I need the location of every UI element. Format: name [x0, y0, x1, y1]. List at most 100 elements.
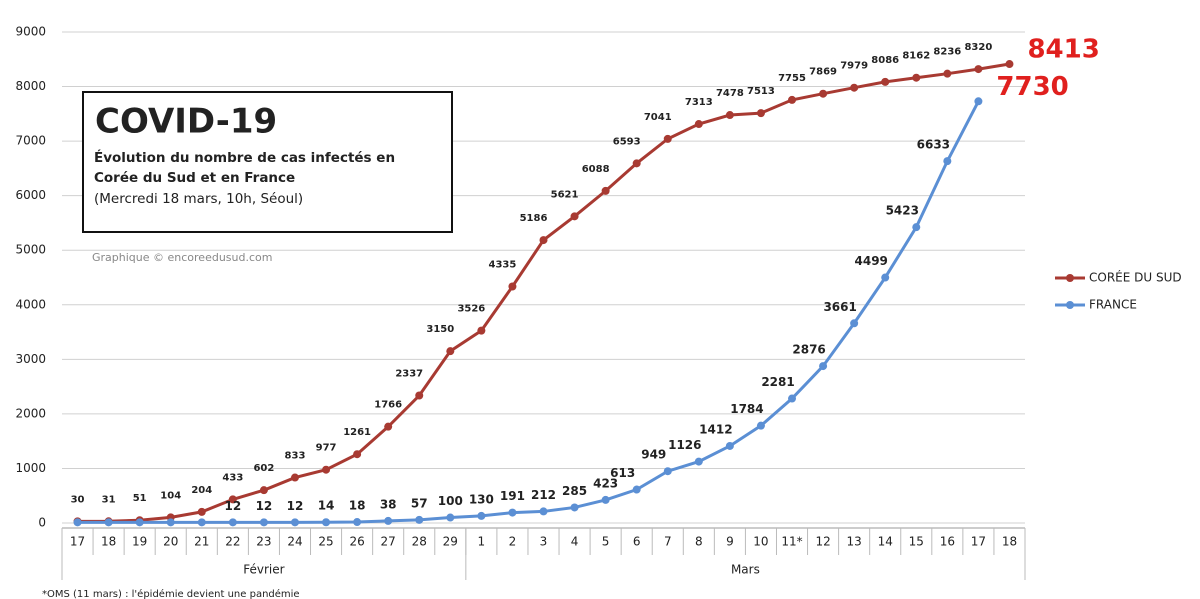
data-point — [384, 516, 393, 525]
data-point — [477, 511, 486, 520]
x-tick-label: 11* — [781, 535, 802, 549]
data-point — [694, 457, 703, 466]
y-tick-label: 0 — [38, 516, 46, 530]
group-label: Février — [243, 563, 284, 577]
chart-note: (Mercredi 18 mars, 10h, Séoul) — [94, 191, 303, 207]
value-label: 423 — [593, 476, 618, 490]
value-label: 130 — [469, 492, 494, 506]
value-label: 2281 — [761, 375, 794, 389]
data-point — [850, 83, 859, 92]
data-point — [290, 518, 299, 527]
x-tick-label: 7 — [664, 535, 672, 549]
data-point — [912, 223, 921, 232]
data-point — [756, 109, 765, 118]
data-point — [788, 95, 797, 104]
data-point — [943, 69, 952, 78]
data-point — [601, 186, 610, 195]
value-label: 4335 — [489, 260, 517, 271]
value-label: 38 — [380, 497, 397, 511]
value-label: 2337 — [395, 369, 423, 380]
x-tick-label: 19 — [132, 535, 147, 549]
value-label: 7755 — [778, 73, 806, 84]
y-tick-label: 6000 — [15, 188, 46, 202]
data-point — [353, 450, 362, 459]
data-point — [322, 465, 331, 474]
data-point — [259, 518, 268, 527]
credit: Graphique © encoreedusud.com — [92, 251, 272, 264]
value-label: 1784 — [730, 402, 763, 416]
value-label: 5186 — [520, 213, 548, 224]
y-tick-label: 1000 — [15, 461, 46, 475]
y-tick-label: 5000 — [15, 243, 46, 257]
data-point — [322, 518, 331, 527]
data-point — [663, 467, 672, 476]
data-point — [850, 319, 859, 328]
legend-label: CORÉE DU SUD — [1089, 270, 1182, 285]
value-label: 7478 — [716, 88, 744, 99]
data-point — [912, 73, 921, 82]
value-label: 1261 — [343, 427, 371, 438]
data-point — [508, 508, 517, 517]
y-tick-label: 3000 — [15, 352, 46, 366]
x-tick-label: 5 — [602, 535, 610, 549]
x-tick-label: 15 — [909, 535, 924, 549]
data-point — [819, 362, 828, 371]
x-tick-label: 13 — [847, 535, 862, 549]
data-point — [725, 111, 734, 120]
x-tick-label: 3 — [540, 535, 548, 549]
value-label: 3661 — [823, 300, 856, 314]
y-tick-label: 9000 — [15, 25, 46, 39]
x-tick-label: 21 — [194, 535, 209, 549]
x-tick-label: 17 — [70, 535, 85, 549]
chart-subtitle: Évolution du nombre de cas infectés en C… — [94, 150, 396, 186]
data-point — [632, 159, 641, 168]
footnote: *OMS (11 mars) : l'épidémie devient une … — [42, 588, 300, 599]
value-label: 3526 — [457, 304, 485, 315]
data-point — [694, 120, 703, 129]
subtitle-box: Évolution du nombre de cas infectés en C… — [94, 150, 396, 186]
value-label: 8086 — [871, 55, 899, 66]
x-tick-label: 26 — [349, 535, 364, 549]
value-label: 4499 — [855, 254, 888, 268]
value-label: 5621 — [551, 189, 579, 200]
value-label: 204 — [191, 485, 212, 496]
data-point — [539, 236, 548, 245]
x-tick-label: 14 — [878, 535, 893, 549]
value-label: 1126 — [668, 438, 701, 452]
data-point — [943, 157, 952, 166]
value-label: 12 — [287, 499, 304, 513]
data-point — [881, 273, 890, 282]
x-tick-label: 24 — [287, 535, 302, 549]
value-label: 7869 — [809, 67, 837, 78]
x-tick-label: 28 — [412, 535, 427, 549]
value-label: 1412 — [699, 422, 732, 436]
value-label: 7513 — [747, 86, 775, 97]
value-label: 30 — [71, 494, 85, 505]
value-label: 7730 — [996, 72, 1068, 102]
value-label: 7313 — [685, 97, 713, 108]
data-point — [788, 394, 797, 403]
data-point — [663, 134, 672, 143]
data-point — [881, 77, 890, 86]
data-point — [570, 503, 579, 512]
value-label: 57 — [411, 496, 428, 510]
data-point — [446, 347, 455, 356]
data-point — [974, 97, 983, 106]
x-tick-label: 29 — [443, 535, 458, 549]
value-label: 8320 — [964, 42, 992, 53]
data-point — [104, 518, 113, 527]
group-label: Mars — [731, 563, 760, 577]
data-point — [477, 326, 486, 335]
y-tick-label: 4000 — [15, 297, 46, 311]
value-label: 18 — [349, 499, 366, 513]
value-label: 285 — [562, 484, 587, 498]
value-label: 3150 — [426, 324, 454, 335]
value-label: 7041 — [644, 112, 672, 123]
data-point — [353, 518, 362, 527]
data-point — [73, 518, 82, 527]
data-point — [415, 515, 424, 524]
value-label: 602 — [253, 463, 274, 474]
value-label: 949 — [641, 448, 666, 462]
value-label: 8413 — [1027, 35, 1099, 65]
